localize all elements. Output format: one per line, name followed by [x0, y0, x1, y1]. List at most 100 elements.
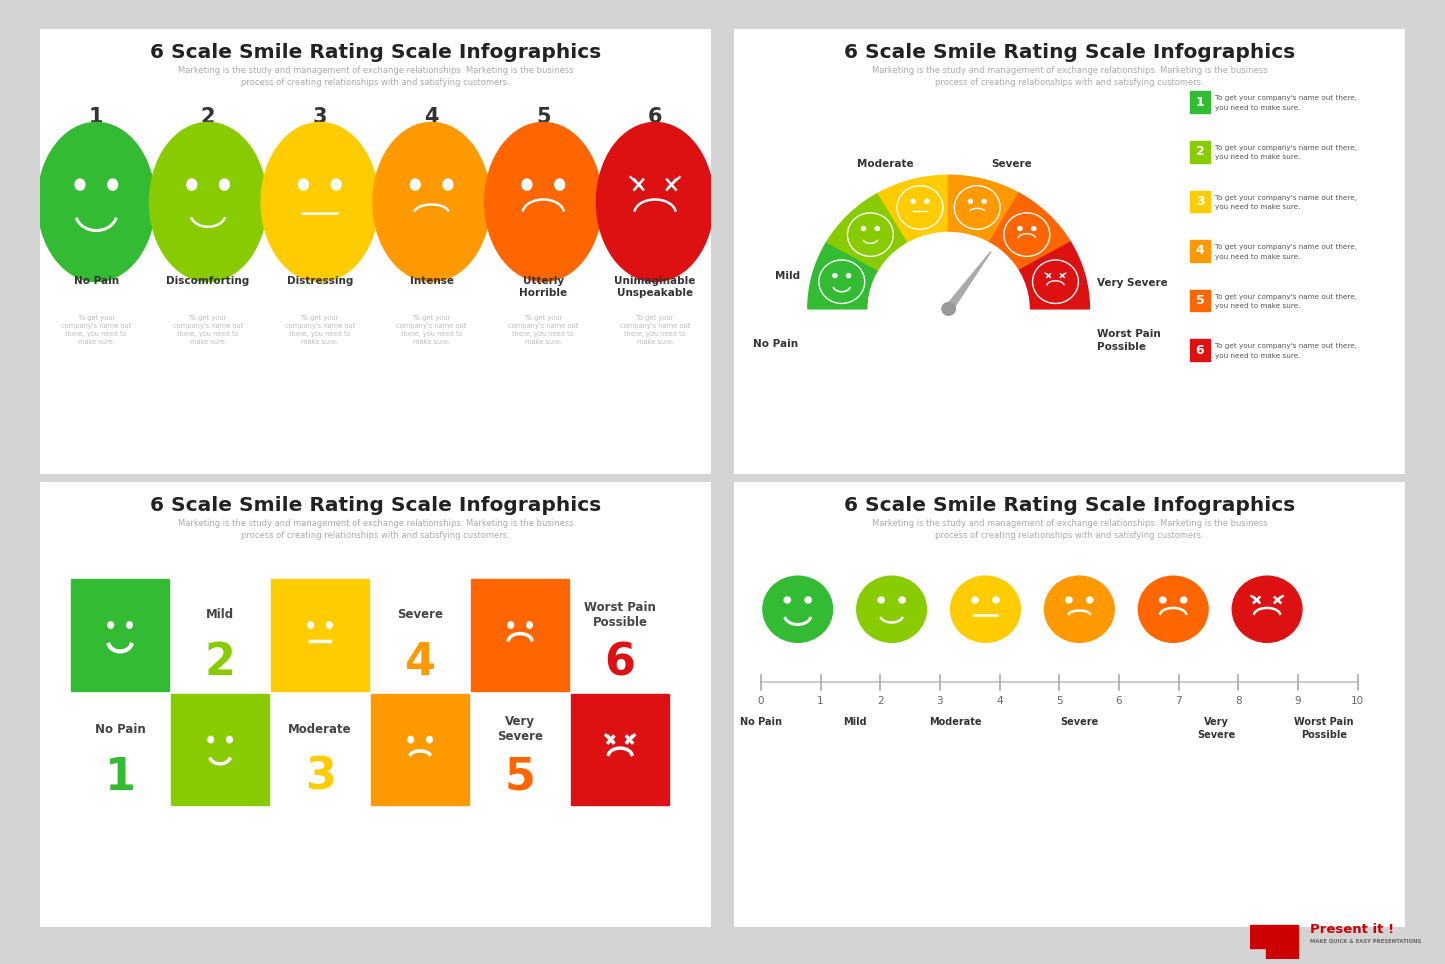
Bar — [471, 579, 569, 690]
Text: To get your company's name out there,: To get your company's name out there, — [1215, 95, 1357, 101]
Circle shape — [127, 622, 133, 629]
Bar — [1283, 925, 1298, 936]
Text: Present it !: Present it ! — [1309, 924, 1393, 936]
Text: Discomforting: Discomforting — [166, 276, 250, 285]
Text: 4: 4 — [425, 107, 439, 126]
Text: Marketing is the study and management of exchange relationships. Marketing is th: Marketing is the study and management of… — [178, 519, 574, 541]
Wedge shape — [988, 193, 1071, 271]
Circle shape — [266, 140, 374, 264]
Text: Severe: Severe — [397, 608, 444, 622]
Text: 3: 3 — [305, 756, 335, 799]
Text: 10: 10 — [1351, 696, 1364, 707]
Text: Distressing: Distressing — [286, 276, 353, 285]
Text: you need to make sure.: you need to make sure. — [1215, 105, 1300, 111]
Circle shape — [832, 274, 837, 278]
Text: 5: 5 — [536, 107, 551, 126]
Text: To get your company's name out there,: To get your company's name out there, — [1215, 145, 1357, 151]
Ellipse shape — [597, 122, 714, 281]
Text: To get your company's name out there,: To get your company's name out there, — [1215, 244, 1357, 250]
Text: 2: 2 — [877, 696, 883, 707]
Text: 5: 5 — [1056, 696, 1062, 707]
Wedge shape — [1019, 242, 1090, 308]
Text: 1: 1 — [818, 696, 824, 707]
Text: Severe: Severe — [991, 159, 1032, 169]
Circle shape — [1181, 597, 1186, 602]
FancyBboxPatch shape — [1191, 92, 1209, 113]
Wedge shape — [808, 242, 879, 308]
Text: To get your
company's name out
there, you need to
make sure.: To get your company's name out there, yo… — [509, 315, 578, 345]
Circle shape — [377, 140, 486, 264]
FancyBboxPatch shape — [1191, 141, 1209, 163]
Text: No Pain: No Pain — [753, 339, 798, 349]
Text: you need to make sure.: you need to make sure. — [1215, 304, 1300, 309]
Bar — [571, 694, 669, 805]
Text: 4: 4 — [405, 641, 435, 684]
Circle shape — [331, 179, 341, 190]
Text: Worst Pain
Possible: Worst Pain Possible — [584, 601, 656, 629]
Circle shape — [983, 200, 985, 203]
Text: Marketing is the study and management of exchange relationships. Marketing is th: Marketing is the study and management of… — [871, 519, 1267, 541]
Circle shape — [805, 597, 811, 602]
Circle shape — [1045, 576, 1114, 642]
Circle shape — [108, 622, 114, 629]
Text: 6: 6 — [647, 107, 662, 126]
Text: To get your
company's name out
there, you need to
make sure.: To get your company's name out there, yo… — [620, 315, 691, 345]
Circle shape — [426, 736, 432, 743]
Circle shape — [899, 597, 905, 602]
Text: 1: 1 — [104, 756, 136, 799]
Text: Worst Pain
Possible: Worst Pain Possible — [1097, 330, 1162, 352]
Text: 2: 2 — [205, 641, 236, 684]
Text: 6 Scale Smile Rating Scale Infographics: 6 Scale Smile Rating Scale Infographics — [150, 496, 601, 515]
Text: you need to make sure.: you need to make sure. — [1215, 154, 1300, 160]
Text: 2: 2 — [201, 107, 215, 126]
Text: To get your
company's name out
there, you need to
make sure.: To get your company's name out there, yo… — [61, 315, 131, 345]
Text: Unimaginable
Unspeakable: Unimaginable Unspeakable — [614, 276, 695, 298]
Circle shape — [488, 140, 598, 264]
Text: No Pain: No Pain — [95, 723, 146, 736]
Bar — [1250, 925, 1266, 936]
Text: To get your
company's name out
there, you need to
make sure.: To get your company's name out there, yo… — [285, 315, 355, 345]
Circle shape — [299, 179, 308, 190]
Bar — [371, 694, 470, 805]
Text: 8: 8 — [1235, 696, 1241, 707]
Text: Very
Severe: Very Severe — [497, 715, 543, 743]
Circle shape — [308, 622, 314, 629]
Text: Utterly
Horrible: Utterly Horrible — [519, 276, 568, 298]
Text: you need to make sure.: you need to make sure. — [1215, 254, 1300, 259]
Circle shape — [861, 227, 866, 230]
Circle shape — [1087, 597, 1092, 602]
Text: 6 Scale Smile Rating Scale Infographics: 6 Scale Smile Rating Scale Infographics — [844, 43, 1295, 62]
Text: 4: 4 — [996, 696, 1003, 707]
Polygon shape — [945, 252, 991, 311]
Text: 3: 3 — [1195, 195, 1204, 208]
Bar — [272, 579, 368, 690]
Circle shape — [108, 179, 117, 190]
Text: Very
Severe: Very Severe — [1198, 717, 1235, 739]
Circle shape — [488, 600, 552, 671]
Text: 6: 6 — [604, 641, 636, 684]
Circle shape — [910, 200, 915, 203]
Circle shape — [42, 140, 150, 264]
Text: Mild: Mild — [207, 608, 234, 622]
FancyBboxPatch shape — [1191, 191, 1209, 212]
Text: 6: 6 — [1116, 696, 1123, 707]
Text: 1: 1 — [1195, 95, 1205, 109]
FancyBboxPatch shape — [1191, 339, 1209, 362]
Bar — [171, 694, 269, 805]
Text: No Pain: No Pain — [740, 717, 782, 728]
Circle shape — [527, 622, 532, 629]
Text: Marketing is the study and management of exchange relationships. Marketing is th: Marketing is the study and management of… — [178, 66, 574, 88]
Text: you need to make sure.: you need to make sure. — [1215, 353, 1300, 359]
Circle shape — [1032, 227, 1036, 230]
Ellipse shape — [484, 122, 603, 281]
Circle shape — [153, 140, 263, 264]
Text: Marketing is the study and management of exchange relationships. Marketing is th: Marketing is the study and management of… — [871, 66, 1267, 88]
Text: 2: 2 — [1195, 146, 1205, 158]
Circle shape — [220, 179, 230, 190]
Text: To get your company's name out there,: To get your company's name out there, — [1215, 294, 1357, 300]
Text: 4: 4 — [1195, 245, 1205, 257]
Bar — [1266, 925, 1282, 936]
Circle shape — [186, 179, 197, 190]
Text: 6 Scale Smile Rating Scale Infographics: 6 Scale Smile Rating Scale Infographics — [150, 43, 601, 62]
Text: you need to make sure.: you need to make sure. — [1215, 204, 1300, 210]
